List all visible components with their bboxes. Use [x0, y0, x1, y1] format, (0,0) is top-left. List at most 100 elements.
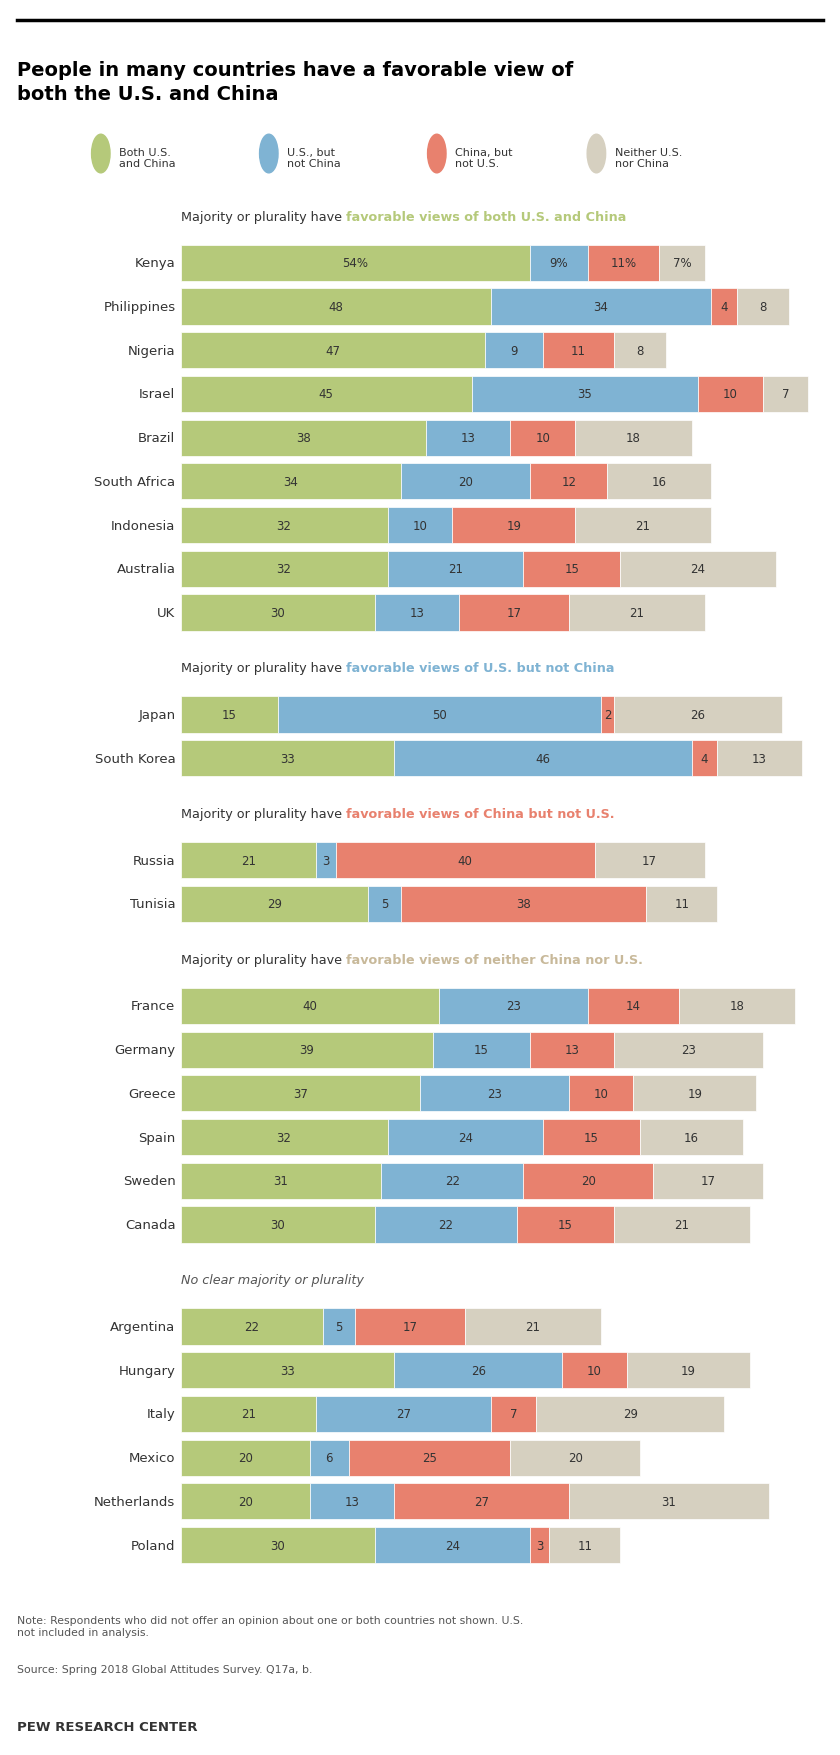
Bar [181, 463, 401, 500]
Text: 34: 34 [594, 300, 608, 314]
Text: 8: 8 [759, 300, 766, 314]
Text: Mexico: Mexico [129, 1451, 176, 1464]
Bar [737, 290, 789, 325]
Text: 11: 11 [675, 899, 690, 911]
Bar [459, 595, 569, 632]
Bar [659, 246, 705, 281]
Text: 4: 4 [701, 753, 708, 765]
Text: Source: Spring 2018 Global Attitudes Survey. Q17a, b.: Source: Spring 2018 Global Attitudes Sur… [17, 1664, 312, 1674]
Text: Canada: Canada [125, 1218, 176, 1232]
Text: 5: 5 [381, 899, 388, 911]
Bar [530, 1032, 614, 1069]
Bar [181, 377, 472, 412]
Bar [387, 1120, 543, 1155]
Text: 16: 16 [652, 476, 667, 488]
Text: 26: 26 [690, 709, 706, 721]
Bar [181, 1120, 387, 1155]
Text: South Africa: South Africa [94, 476, 176, 488]
Text: Russia: Russia [133, 855, 176, 867]
Text: 17: 17 [507, 607, 521, 620]
Bar [614, 1032, 763, 1069]
Bar [181, 595, 375, 632]
Text: 29: 29 [622, 1408, 638, 1420]
Text: 37: 37 [293, 1086, 307, 1100]
Bar [181, 1395, 317, 1432]
Text: 13: 13 [344, 1495, 360, 1508]
Text: 10: 10 [723, 388, 738, 402]
Bar [381, 1164, 523, 1199]
Text: Note: Respondents who did not offer an opinion about one or both countries not s: Note: Respondents who did not offer an o… [17, 1615, 523, 1637]
Bar [640, 1120, 743, 1155]
Text: 13: 13 [409, 607, 424, 620]
Text: Nigeria: Nigeria [128, 344, 176, 358]
Text: 15: 15 [474, 1044, 489, 1057]
Text: favorable views of neither China nor U.S.: favorable views of neither China nor U.S… [345, 953, 643, 967]
Bar [601, 697, 614, 734]
Bar [394, 1483, 569, 1520]
Text: 4: 4 [720, 300, 727, 314]
Bar [181, 1353, 394, 1388]
Text: 20: 20 [238, 1495, 253, 1508]
Bar [491, 1395, 536, 1432]
Text: favorable views of both U.S. and China: favorable views of both U.S. and China [345, 211, 626, 223]
Bar [439, 988, 588, 1025]
Bar [181, 1032, 433, 1069]
Bar [698, 377, 763, 412]
Bar [181, 1439, 310, 1476]
Bar [181, 290, 491, 325]
Bar [523, 1164, 653, 1199]
Bar [277, 697, 601, 734]
Text: No clear majority or plurality: No clear majority or plurality [181, 1274, 364, 1286]
Bar [181, 1309, 323, 1344]
Bar [588, 988, 679, 1025]
Text: 48: 48 [328, 300, 344, 314]
Bar [562, 1353, 627, 1388]
Bar [575, 507, 711, 544]
Text: 17: 17 [701, 1174, 715, 1188]
Text: 40: 40 [302, 1000, 318, 1013]
Text: Poland: Poland [131, 1539, 176, 1551]
Text: 50: 50 [432, 709, 447, 721]
Text: 21: 21 [448, 563, 463, 576]
Text: 8: 8 [636, 344, 643, 358]
Text: 38: 38 [297, 432, 311, 444]
Text: 25: 25 [423, 1451, 437, 1464]
Text: favorable views of China but not U.S.: favorable views of China but not U.S. [345, 807, 614, 821]
Text: 7%: 7% [673, 256, 691, 270]
Bar [465, 1309, 601, 1344]
Bar [181, 551, 387, 588]
Text: 38: 38 [516, 899, 531, 911]
Text: 7: 7 [510, 1408, 517, 1420]
Text: 22: 22 [244, 1320, 260, 1334]
Bar [595, 842, 705, 879]
Bar [653, 1164, 763, 1199]
Bar [569, 1076, 633, 1111]
Text: 20: 20 [568, 1451, 583, 1464]
Bar [711, 290, 737, 325]
Text: Japan: Japan [139, 709, 176, 721]
Text: 10: 10 [535, 432, 550, 444]
Text: 35: 35 [577, 388, 592, 402]
Text: Tunisia: Tunisia [130, 899, 176, 911]
Text: 18: 18 [626, 432, 641, 444]
Bar [427, 419, 511, 456]
Text: 24: 24 [444, 1539, 459, 1551]
Text: South Korea: South Korea [95, 753, 176, 765]
Bar [575, 419, 691, 456]
Bar [181, 507, 387, 544]
Bar [485, 333, 543, 369]
Text: 11: 11 [577, 1539, 592, 1551]
Text: 3: 3 [536, 1539, 543, 1551]
Bar [181, 333, 485, 369]
Text: 23: 23 [681, 1044, 696, 1057]
Text: 27: 27 [396, 1408, 412, 1420]
Bar [543, 333, 614, 369]
Bar [614, 333, 666, 369]
Text: 29: 29 [267, 899, 282, 911]
Bar [517, 1207, 614, 1243]
Text: Netherlands: Netherlands [94, 1495, 176, 1508]
Bar [511, 419, 575, 456]
Text: 21: 21 [241, 855, 256, 867]
Text: 39: 39 [299, 1044, 314, 1057]
Text: 2: 2 [604, 709, 612, 721]
